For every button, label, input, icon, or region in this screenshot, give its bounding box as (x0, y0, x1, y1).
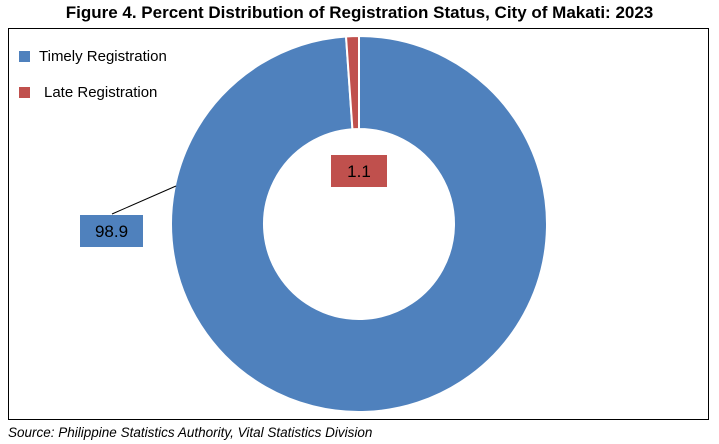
data-label-box-late (331, 155, 387, 187)
legend-label-late: Late Registration (44, 84, 158, 101)
data-label-late: 1.1 (347, 162, 371, 181)
chart-frame (8, 28, 709, 420)
data-label-timely: 98.9 (95, 222, 128, 241)
legend-swatch-late (19, 87, 30, 98)
legend-swatch-timely (19, 51, 30, 62)
slice-timely (170, 34, 548, 413)
slice-late (344, 34, 360, 131)
chart-title: Figure 4. Percent Distribution of Regist… (65, 3, 654, 22)
legend-label-timely: Timely Registration (39, 48, 167, 65)
data-label-box-timely (80, 215, 143, 247)
leader-line-timely (111, 185, 177, 215)
source-note: Source: Philippine Statistics Authority,… (8, 425, 373, 440)
